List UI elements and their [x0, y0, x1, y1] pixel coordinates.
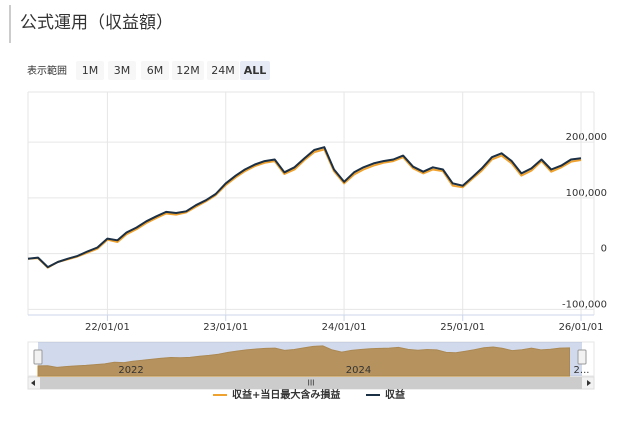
x-tick-label: 24/01/01: [322, 322, 367, 333]
range-button[interactable]: [207, 61, 239, 80]
scrollbar-grip: III: [307, 379, 314, 388]
range-button-label[interactable]: 3M: [114, 64, 131, 77]
legend-label[interactable]: 収益+当日最大含み損益: [232, 388, 340, 401]
range-button-label[interactable]: 12M: [176, 64, 200, 77]
navigator-label: 2024: [346, 365, 371, 376]
range-button-label[interactable]: 6M: [147, 64, 164, 77]
range-button-label[interactable]: 1M: [82, 64, 99, 77]
y-tick-label: 0: [601, 244, 607, 255]
navigator-label: 2...: [574, 365, 590, 376]
chart-title: 公式運用（収益額）: [20, 13, 173, 33]
legend-label[interactable]: 収益: [385, 388, 405, 401]
y-tick-label: -100,000: [562, 299, 607, 310]
x-tick-label: 26/01/01: [559, 322, 604, 333]
range-button-label[interactable]: ALL: [244, 64, 267, 77]
navigator-area: [37, 345, 570, 377]
range-button[interactable]: [141, 61, 169, 80]
y-tick-label: 200,000: [566, 132, 607, 143]
y-tick-label: 100,000: [566, 188, 607, 199]
navigator-mask: [38, 342, 582, 376]
scrollbar-arrow[interactable]: [31, 380, 35, 386]
range-button[interactable]: [172, 61, 204, 80]
series-line: [27, 146, 582, 269]
scrollbar-arrow[interactable]: [587, 380, 591, 386]
navigator-handle[interactable]: [33, 349, 43, 365]
x-tick-label: 22/01/01: [85, 322, 130, 333]
scrollbar-thumb[interactable]: [40, 377, 582, 389]
range-button-label[interactable]: 24M: [211, 64, 235, 77]
x-tick-label: 25/01/01: [440, 322, 485, 333]
range-button[interactable]: [240, 61, 270, 80]
navigator-handle[interactable]: [577, 349, 587, 365]
series-line: [27, 148, 582, 269]
x-tick-label: 23/01/01: [203, 322, 248, 333]
range-button[interactable]: [76, 61, 104, 80]
navigator-label: 2022: [118, 365, 143, 376]
range-label: 表示範囲: [27, 64, 67, 77]
range-button[interactable]: [108, 61, 136, 80]
